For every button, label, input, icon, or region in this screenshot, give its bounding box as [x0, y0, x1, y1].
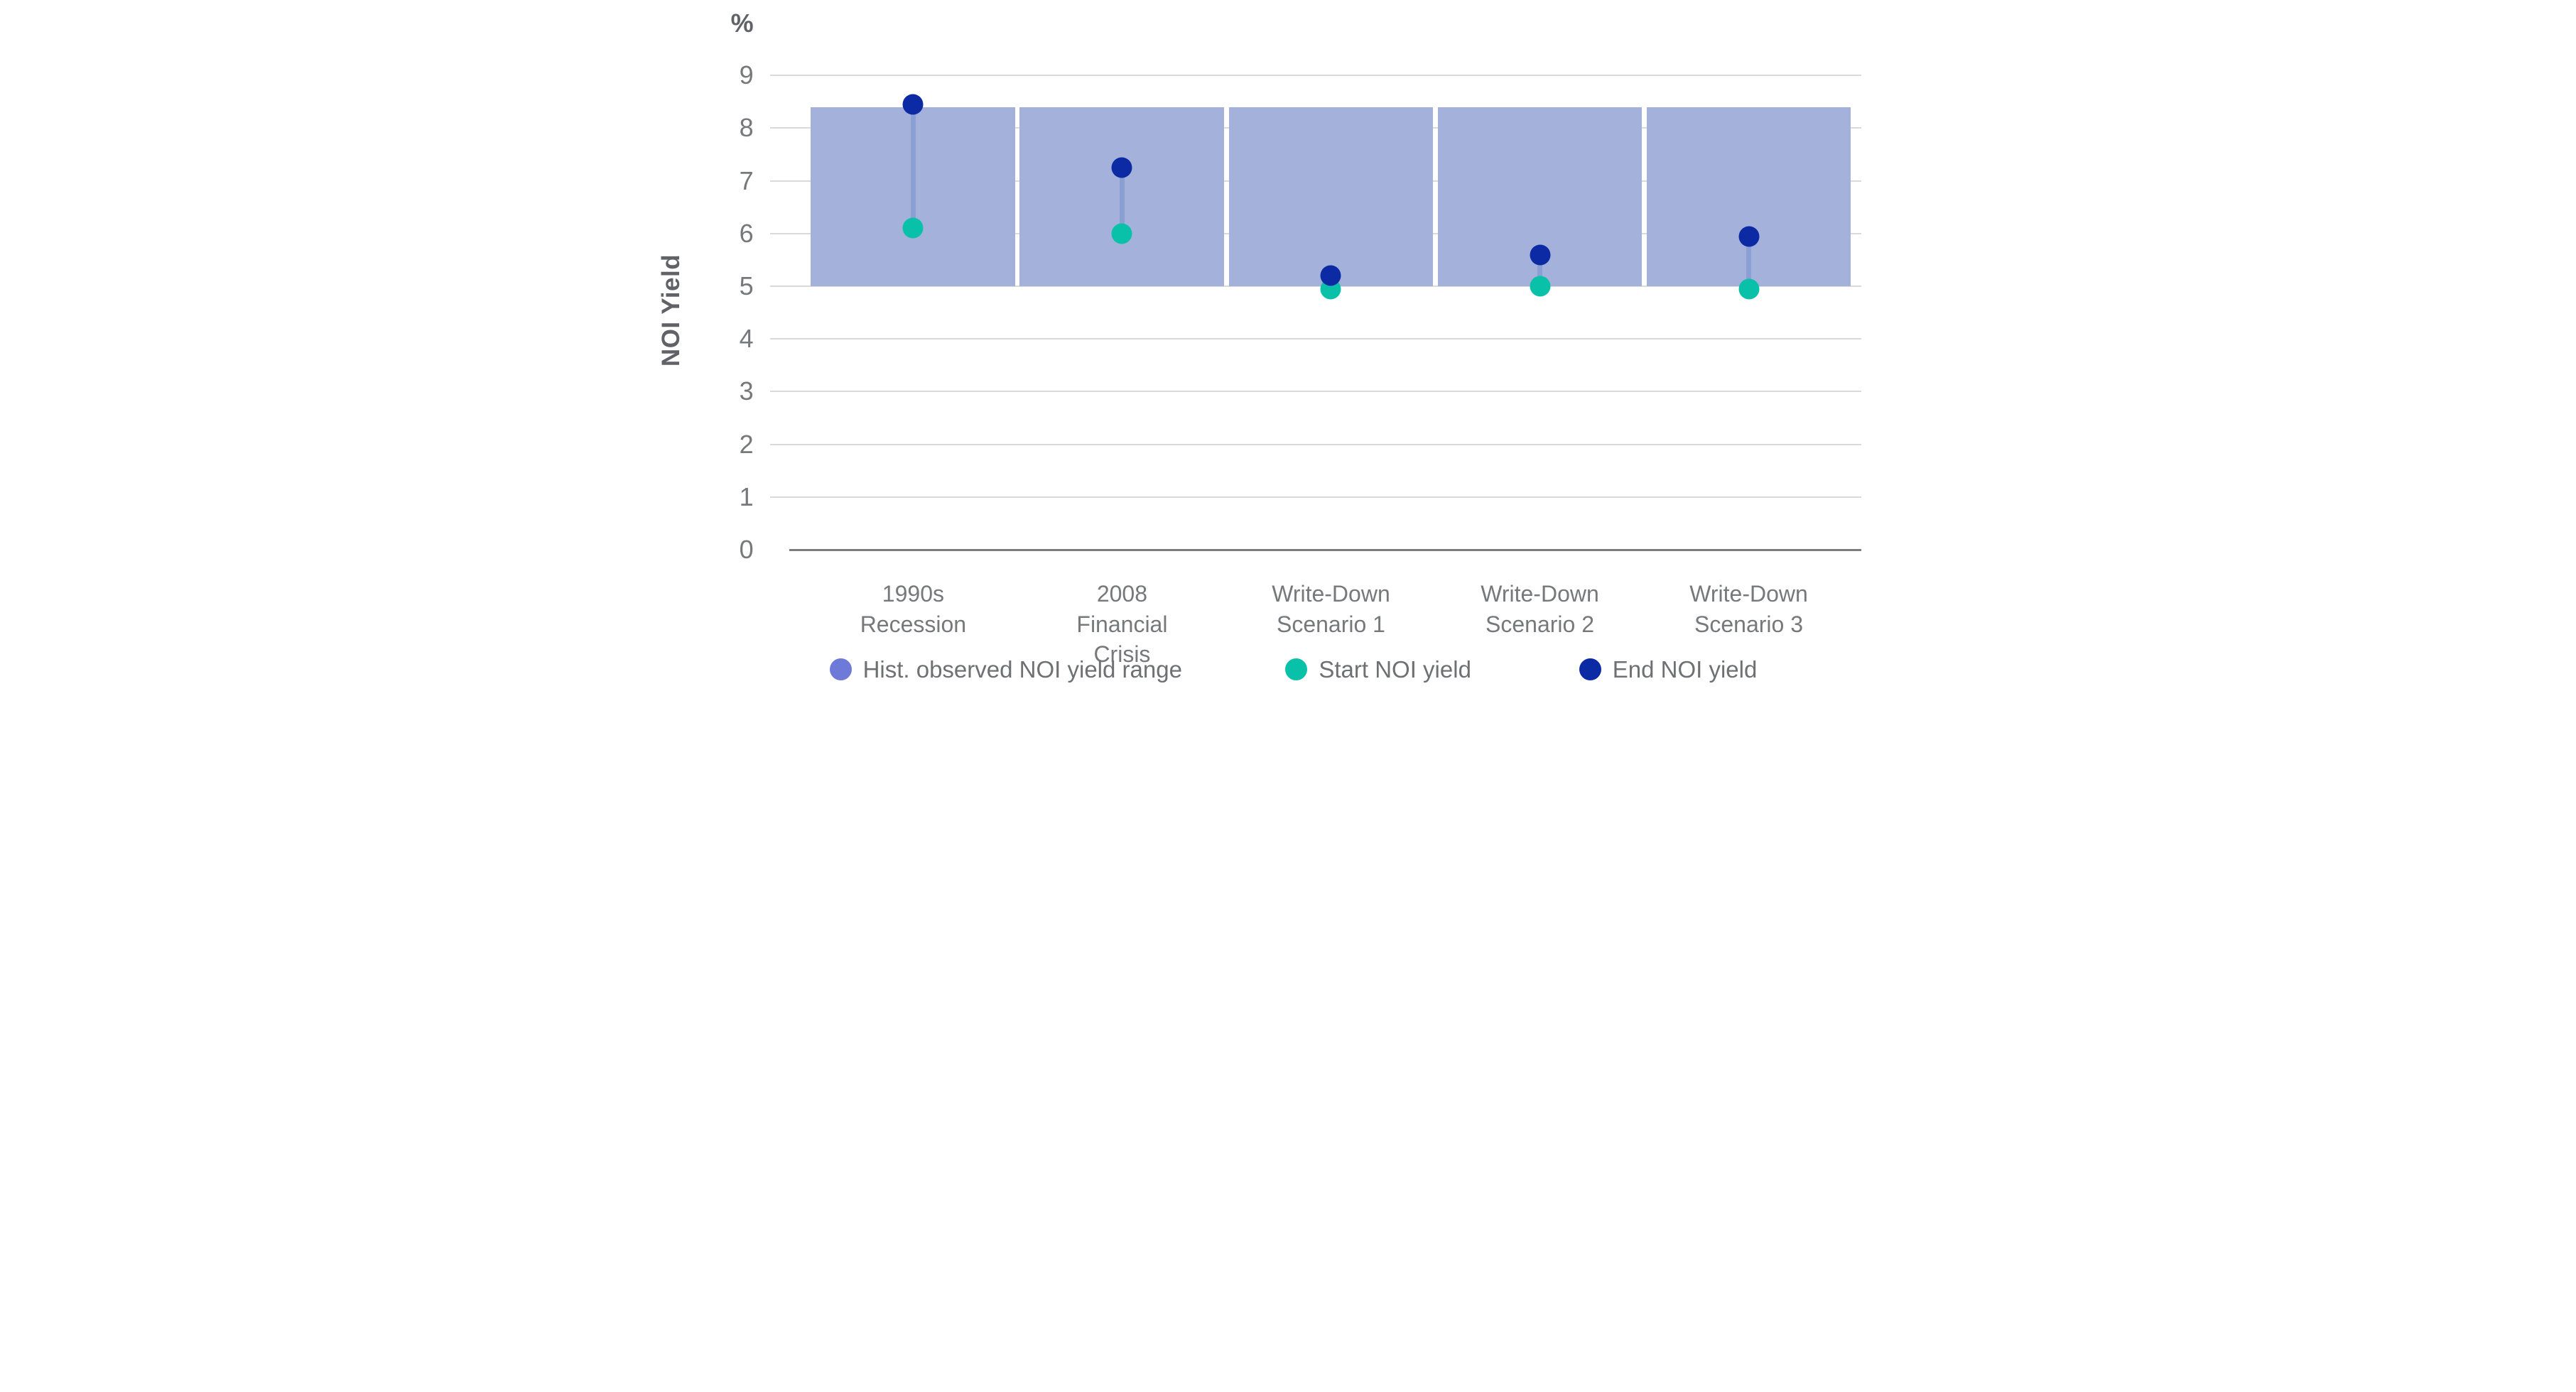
y-tick-label: 7	[739, 165, 754, 195]
y-tick-label: 9	[739, 60, 754, 90]
yield-change-connector	[1537, 254, 1542, 287]
gridline	[770, 391, 1861, 393]
yield-change-connector	[1119, 168, 1125, 234]
noi-yield-chart: % NOI Yield 9 8 7 6 5 4 3 2 1 0 1990s Recession 200…	[644, 0, 1932, 696]
y-tick-label: 1	[739, 482, 754, 511]
gridline	[770, 443, 1861, 445]
legend-item: Start NOI yield	[1285, 656, 1471, 683]
end-noi-yield-dot	[1738, 226, 1760, 247]
end-noi-yield-dot	[1530, 244, 1550, 265]
end-noi-yield-dot	[1320, 265, 1341, 286]
yield-change-connector	[1746, 236, 1752, 289]
legend-item-label: Hist. observed NOI yield range	[862, 656, 1182, 683]
start-noi-yield-dot	[1738, 278, 1760, 300]
y-tick-label: 2	[739, 429, 754, 459]
legend-item: Hist. observed NOI yield range	[829, 656, 1182, 683]
x-axis-category-label: 1990s Recession	[860, 581, 967, 637]
gridline	[770, 496, 1861, 498]
x-axis-line	[789, 549, 1861, 551]
y-axis-unit-label: %	[730, 8, 754, 38]
y-tick-label: 8	[739, 113, 754, 143]
x-axis-category-label: Write-Down Scenario 1	[1272, 581, 1390, 637]
x-axis-category-label: 2008 Financial Crisis	[1076, 581, 1168, 667]
legend-start-icon	[1285, 658, 1308, 681]
yield-change-connector	[910, 104, 916, 229]
start-noi-yield-dot	[1111, 223, 1132, 244]
start-noi-yield-dot	[902, 217, 924, 239]
y-tick-label: 4	[739, 324, 754, 354]
x-axis-category-label: Write-Down Scenario 2	[1481, 581, 1599, 637]
start-noi-yield-dot	[1530, 276, 1550, 297]
y-tick-label: 3	[739, 376, 754, 406]
legend-end-icon	[1579, 658, 1601, 681]
legend-range_marker-icon	[829, 658, 852, 681]
end-noi-yield-dot	[902, 94, 924, 115]
gridline	[770, 338, 1861, 340]
y-tick-label: 0	[739, 535, 754, 564]
gridline	[770, 75, 1861, 77]
legend-item: End NOI yield	[1579, 656, 1758, 683]
hist-range-bar	[1228, 107, 1434, 287]
y-tick-label: 6	[739, 218, 754, 248]
gridline	[770, 286, 1861, 288]
x-axis-category-label: Write-Down Scenario 3	[1689, 581, 1808, 637]
end-noi-yield-dot	[1111, 157, 1132, 178]
legend-item-label: Start NOI yield	[1319, 656, 1471, 683]
legend-item-label: End NOI yield	[1612, 656, 1758, 683]
y-tick-label: 5	[739, 271, 754, 301]
